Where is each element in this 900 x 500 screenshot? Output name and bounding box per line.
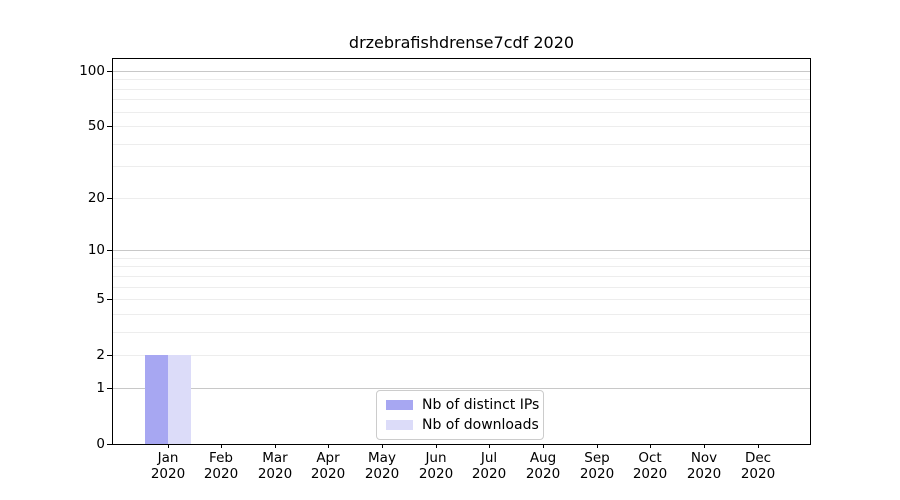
gridline-minor bbox=[113, 332, 810, 333]
gridline-minor bbox=[113, 258, 810, 259]
gridline-minor bbox=[113, 99, 810, 100]
x-tick-label-month: Feb bbox=[209, 450, 233, 466]
x-tick-label-month: Mar bbox=[262, 450, 288, 466]
y-tick-mark bbox=[107, 444, 112, 445]
gridline-minor bbox=[113, 166, 810, 167]
y-tick-label: 10 bbox=[87, 242, 105, 258]
gridline-minor bbox=[113, 89, 810, 90]
gridline-minor bbox=[113, 79, 810, 80]
y-tick-label: 0 bbox=[96, 436, 105, 452]
x-tick-mark bbox=[221, 444, 222, 448]
y-tick-mark bbox=[107, 388, 112, 389]
x-tick-label-month: Sep bbox=[584, 450, 610, 466]
x-tick-mark bbox=[758, 444, 759, 448]
x-tick-label-year: 2020 bbox=[203, 466, 239, 482]
legend: Nb of distinct IPs Nb of downloads bbox=[376, 390, 544, 440]
y-tick-label: 100 bbox=[79, 63, 105, 79]
y-tick-mark bbox=[107, 198, 112, 199]
gridline-minor bbox=[113, 144, 810, 145]
y-tick-mark bbox=[107, 71, 112, 72]
x-tick-label-year: 2020 bbox=[310, 466, 346, 482]
gridline-minor bbox=[113, 112, 810, 113]
x-tick-label-month: Oct bbox=[638, 450, 662, 466]
legend-item-downloads: Nb of downloads bbox=[386, 417, 539, 433]
legend-label-distinct-ips: Nb of distinct IPs bbox=[422, 397, 540, 413]
x-tick-mark bbox=[650, 444, 651, 448]
y-tick-label: 2 bbox=[96, 347, 105, 363]
y-tick-mark bbox=[107, 126, 112, 127]
x-tick-label-year: 2020 bbox=[686, 466, 722, 482]
gridline-minor bbox=[113, 276, 810, 277]
y-tick-label: 20 bbox=[87, 190, 105, 206]
gridline-minor bbox=[113, 126, 810, 127]
gridline-major bbox=[113, 71, 810, 72]
plot-area: Nb of distinct IPs Nb of downloads bbox=[112, 58, 811, 445]
legend-swatch-distinct-ips-icon bbox=[386, 400, 413, 410]
chart-title: drzebrafishdrense7cdf 2020 bbox=[348, 33, 575, 52]
gridline-minor bbox=[113, 299, 810, 300]
x-tick-label-month: Dec bbox=[744, 450, 772, 466]
bar-jan-distinct-ips bbox=[144, 355, 168, 444]
y-tick-label: 1 bbox=[96, 380, 105, 396]
x-tick-mark bbox=[704, 444, 705, 448]
x-tick-label-year: 2020 bbox=[150, 466, 186, 482]
x-tick-label-year: 2020 bbox=[632, 466, 668, 482]
x-tick-label-month: Jul bbox=[480, 450, 498, 466]
gridline-minor bbox=[113, 314, 810, 315]
x-tick-label-year: 2020 bbox=[257, 466, 293, 482]
bar-jan-downloads bbox=[167, 355, 191, 444]
legend-label-downloads: Nb of downloads bbox=[422, 417, 539, 433]
x-tick-label-month: Nov bbox=[690, 450, 718, 466]
x-tick-mark bbox=[436, 444, 437, 448]
gridline-major bbox=[113, 388, 810, 389]
y-tick-mark bbox=[107, 355, 112, 356]
x-tick-label-year: 2020 bbox=[364, 466, 400, 482]
gridline-minor bbox=[113, 266, 810, 267]
x-tick-mark bbox=[328, 444, 329, 448]
x-tick-label-month: May bbox=[368, 450, 396, 466]
x-tick-label-year: 2020 bbox=[525, 466, 561, 482]
x-tick-label-year: 2020 bbox=[740, 466, 776, 482]
y-tick-mark bbox=[107, 250, 112, 251]
legend-swatch-downloads-icon bbox=[386, 420, 413, 430]
x-tick-mark bbox=[489, 444, 490, 448]
x-tick-mark bbox=[382, 444, 383, 448]
gridline-minor bbox=[113, 198, 810, 199]
x-tick-label-year: 2020 bbox=[471, 466, 507, 482]
x-tick-label-month: Apr bbox=[316, 450, 340, 466]
gridline-minor bbox=[113, 287, 810, 288]
x-tick-label-month: Jun bbox=[425, 450, 447, 466]
legend-item-distinct-ips: Nb of distinct IPs bbox=[386, 397, 539, 413]
x-tick-mark bbox=[168, 444, 169, 448]
x-tick-label-year: 2020 bbox=[579, 466, 615, 482]
gridline-minor bbox=[113, 355, 810, 356]
x-tick-mark bbox=[543, 444, 544, 448]
x-tick-label-year: 2020 bbox=[418, 466, 454, 482]
y-tick-label: 50 bbox=[87, 118, 105, 134]
x-tick-label-month: Aug bbox=[529, 450, 557, 466]
y-tick-label: 5 bbox=[96, 291, 105, 307]
gridline-major bbox=[113, 250, 810, 251]
y-tick-mark bbox=[107, 299, 112, 300]
x-tick-label-month: Jan bbox=[157, 450, 179, 466]
x-tick-mark bbox=[275, 444, 276, 448]
x-tick-mark bbox=[597, 444, 598, 448]
